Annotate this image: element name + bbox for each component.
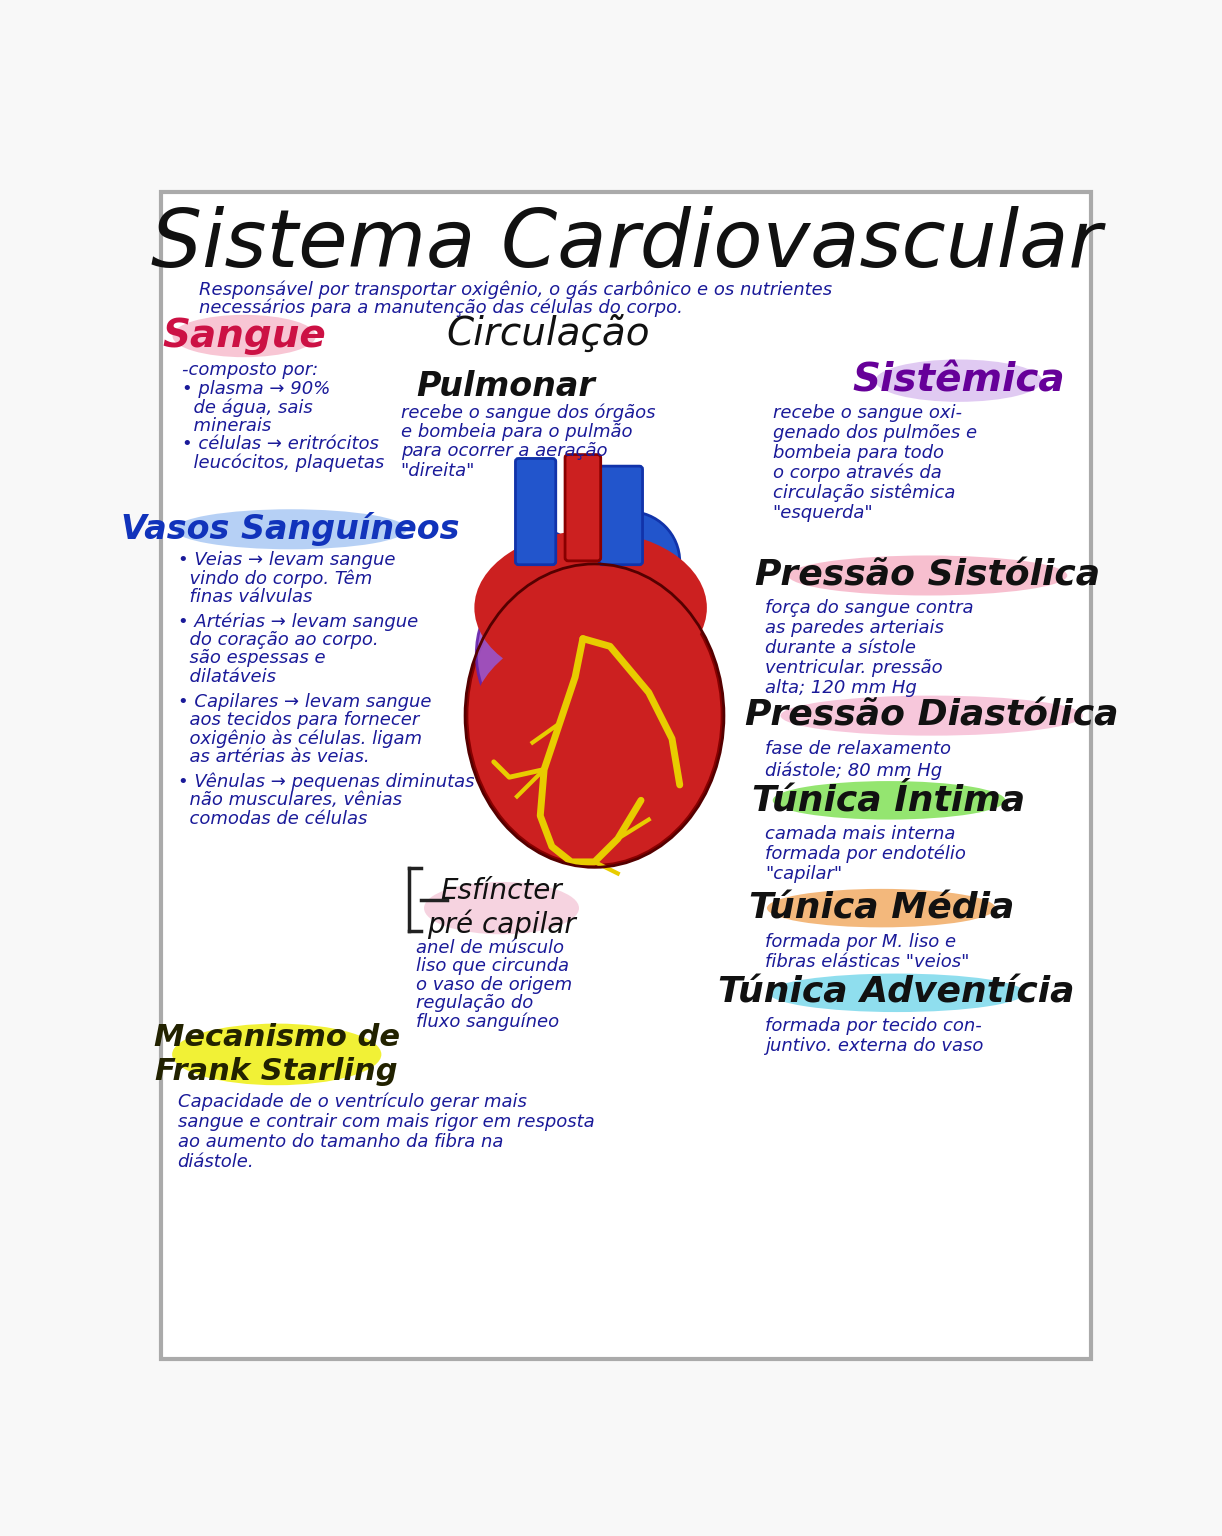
Text: Túnica Adventícia: Túnica Adventícia [719,975,1075,1009]
Text: fase de relaxamento: fase de relaxamento [765,740,951,759]
Text: • plasma → 90%: • plasma → 90% [182,379,331,398]
Text: Pressão Sistólica: Pressão Sistólica [755,559,1100,593]
Text: fibras elásticas "veios": fibras elásticas "veios" [765,952,969,971]
Text: • Capilares → levam sangue: • Capilares → levam sangue [177,693,431,711]
Text: Mecanismo de
Frank Starling: Mecanismo de Frank Starling [154,1023,400,1086]
Text: diástole.: diástole. [177,1154,254,1170]
Text: sangue e contrair com mais rigor em resposta: sangue e contrair com mais rigor em resp… [177,1114,594,1130]
Text: Responsável por transportar oxigênio, o gás carbônico e os nutrientes: Responsável por transportar oxigênio, o … [199,281,832,300]
Ellipse shape [424,882,579,934]
Text: necessários para a manutenção das células do corpo.: necessários para a manutenção das célula… [199,298,683,316]
Text: Túnica Média: Túnica Média [749,891,1014,925]
Text: o corpo através da: o corpo através da [772,464,941,482]
Text: minerais: minerais [182,416,271,435]
Text: ao aumento do tamanho da fibra na: ao aumento do tamanho da fibra na [177,1134,503,1150]
Text: Sistema Cardiovascular: Sistema Cardiovascular [152,206,1101,283]
Text: alta; 120 mm Hg: alta; 120 mm Hg [765,679,916,697]
Text: juntivo. externa do vaso: juntivo. externa do vaso [765,1037,984,1055]
Text: leucócitos, plaquetas: leucócitos, plaquetas [182,453,385,473]
Ellipse shape [875,359,1042,402]
Text: Sangue: Sangue [163,316,326,355]
Text: as paredes arteriais: as paredes arteriais [765,619,943,636]
Text: bombeia para todo: bombeia para todo [772,444,943,462]
Text: diástole; 80 mm Hg: diástole; 80 mm Hg [765,762,942,780]
Text: camada mais interna: camada mais interna [765,825,956,843]
Text: Pulmonar: Pulmonar [415,370,595,402]
Text: de água, sais: de água, sais [182,398,313,416]
FancyBboxPatch shape [160,192,1090,1358]
Text: anel de músculo: anel de músculo [417,938,565,957]
Text: Túnica Íntima: Túnica Íntima [753,783,1025,817]
Text: • células → eritrócitos: • células → eritrócitos [182,435,379,453]
Text: durante a sístole: durante a sístole [765,639,916,656]
Ellipse shape [579,511,679,611]
Ellipse shape [172,315,316,358]
Text: as artérias às veias.: as artérias às veias. [177,748,369,766]
Ellipse shape [470,627,719,820]
Ellipse shape [474,531,706,685]
Ellipse shape [772,782,1006,820]
Ellipse shape [788,556,1067,596]
Ellipse shape [477,573,612,734]
Text: comodas de células: comodas de células [177,809,367,828]
Text: Circulação: Circulação [446,315,650,353]
Ellipse shape [781,696,1083,736]
Text: recebe o sangue dos órgãos: recebe o sangue dos órgãos [401,404,655,422]
Text: • Artérias → levam sangue: • Artérias → levam sangue [177,613,418,631]
Ellipse shape [513,531,576,593]
Text: "direita": "direita" [401,461,475,479]
Ellipse shape [175,510,407,550]
FancyBboxPatch shape [599,465,643,565]
Text: e bombeia para o pulmão: e bombeia para o pulmão [401,422,632,441]
Text: • Veias → levam sangue: • Veias → levam sangue [177,551,395,568]
Text: "capilar": "capilar" [765,865,842,883]
Text: vindo do corpo. Têm: vindo do corpo. Têm [177,570,371,588]
Text: Pressão Diastólica: Pressão Diastólica [745,699,1118,733]
Text: Vasos Sanguíneos: Vasos Sanguíneos [121,513,459,547]
Text: Esfíncter
pré capilar: Esfíncter pré capilar [428,877,576,938]
Text: formada por endotélio: formada por endotélio [765,845,965,863]
Text: são espessas e: são espessas e [177,650,325,668]
Ellipse shape [467,565,722,866]
FancyBboxPatch shape [516,458,556,565]
Text: "esquerda": "esquerda" [772,504,874,522]
Text: Sistêmica: Sistêmica [853,361,1066,399]
Text: não musculares, vênias: não musculares, vênias [177,791,402,809]
Text: o vaso de origem: o vaso de origem [417,975,572,994]
Text: genado dos pulmões e: genado dos pulmões e [772,424,976,442]
Text: para ocorrer a aeração: para ocorrer a aeração [401,442,607,461]
Text: finas válvulas: finas válvulas [177,588,312,605]
Text: liso que circunda: liso que circunda [417,957,569,975]
Text: formada por M. liso e: formada por M. liso e [765,932,956,951]
Text: aos tecidos para fornecer: aos tecidos para fornecer [177,711,419,730]
Text: formada por tecido con-: formada por tecido con- [765,1017,981,1035]
Ellipse shape [769,974,1024,1012]
Text: Capacidade de o ventrículo gerar mais: Capacidade de o ventrículo gerar mais [177,1094,527,1112]
FancyBboxPatch shape [565,455,601,561]
Text: oxigênio às células. ligam: oxigênio às células. ligam [177,730,422,748]
Ellipse shape [767,889,996,928]
Text: força do sangue contra: força do sangue contra [765,599,974,616]
Text: regulação do: regulação do [417,994,534,1012]
Text: ventricular. pressão: ventricular. pressão [765,659,942,677]
Text: circulação sistêmica: circulação sistêmica [772,484,956,502]
Text: • Vênulas → pequenas diminutas: • Vênulas → pequenas diminutas [177,773,474,791]
Text: fluxo sanguíneo: fluxo sanguíneo [417,1012,560,1031]
Text: recebe o sangue oxi-: recebe o sangue oxi- [772,404,962,422]
Text: do coração ao corpo.: do coração ao corpo. [177,631,378,648]
Ellipse shape [172,1023,381,1086]
Text: -composto por:: -composto por: [182,361,319,379]
Text: dilatáveis: dilatáveis [177,668,275,687]
